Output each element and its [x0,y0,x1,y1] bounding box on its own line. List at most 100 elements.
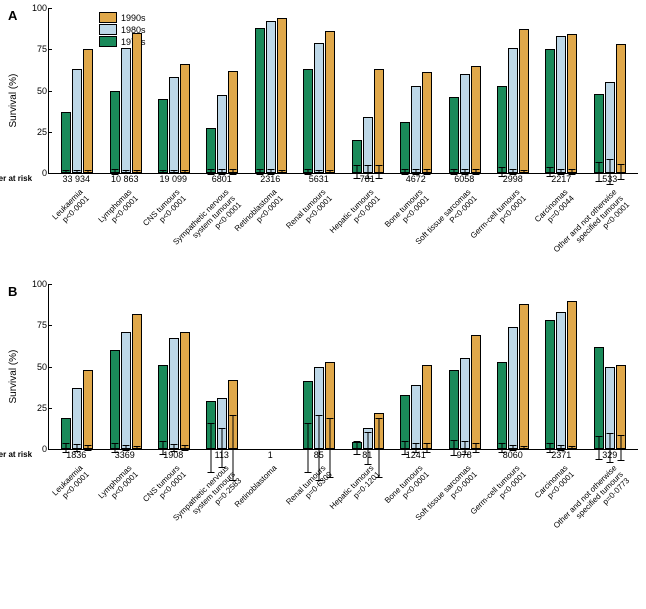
bar-group [150,8,198,173]
risk-value: 1 [246,450,295,460]
risk-value: 2316 [246,174,295,184]
bar [228,71,238,173]
risk-value: 781 [343,174,392,184]
risk-value: 4672 [392,174,441,184]
bar [121,332,131,449]
y-tick: 75 [19,320,47,330]
bar-group [247,284,295,449]
bar-group [295,8,343,173]
bar [556,312,566,449]
bar-group [247,8,295,173]
bar [83,49,93,173]
number-at-risk-label: Number at risk [0,174,32,183]
bar [228,380,238,449]
bar [206,401,216,449]
bar [314,367,324,450]
y-tick: 25 [19,403,47,413]
risk-value: 2217 [537,174,586,184]
bar [508,48,518,173]
bar-group [392,284,440,449]
y-tick: 100 [19,279,47,289]
bar-group [537,284,585,449]
risk-value: 19 099 [149,174,198,184]
bar-group [198,284,246,449]
risk-value: 329 [586,450,635,460]
risk-value: 2998 [489,174,538,184]
risk-value: 1908 [149,450,198,460]
bar [556,36,566,173]
bar [314,43,324,173]
bar [180,64,190,173]
bar-group [537,8,585,173]
bar-group [198,8,246,173]
bar-group [53,284,101,449]
bar-group [101,284,149,449]
risk-value: 6801 [198,174,247,184]
risk-value: 5631 [295,174,344,184]
panel-label: A [8,8,17,23]
bar [110,91,120,174]
bar [605,367,615,450]
bar [616,44,626,173]
bar-group [53,8,101,173]
bar [158,365,168,449]
bar [471,335,481,449]
bar [72,69,82,173]
bar [374,69,384,173]
risk-value: 2371 [537,450,586,460]
chart-area: 02550751001990s1980s1970s [48,8,638,174]
bar [132,33,142,173]
risk-value: 3369 [101,450,150,460]
bar [180,332,190,449]
bar [400,122,410,173]
risk-value: 1241 [392,450,441,460]
bar [594,94,604,173]
risk-value: 978 [440,450,489,460]
bar [422,72,432,173]
bar [61,418,71,449]
bar [303,381,313,449]
bar [422,365,432,449]
bar [169,338,179,449]
bar [217,398,227,449]
bar [206,128,216,173]
bar [325,31,335,173]
risk-value: 85 [295,450,344,460]
risk-value: 10 863 [101,174,150,184]
panel-B: BSurvival (%)0255075100Number at risk183… [8,284,638,550]
bar [374,413,384,449]
bar [567,301,577,450]
bar [61,112,71,173]
bar-group [586,284,634,449]
bar-group [344,284,392,449]
bar-group [392,8,440,173]
bar [519,304,529,449]
bar [363,428,373,449]
number-at-risk-label: Number at risk [0,450,32,459]
bar [255,28,265,173]
bar [594,347,604,449]
bar [616,365,626,449]
risk-value: 1836 [52,450,101,460]
bar [471,66,481,173]
risk-value: 8060 [489,450,538,460]
bar [411,86,421,173]
bar [605,82,615,173]
bar [83,370,93,449]
bar-group [440,8,488,173]
bar [460,74,470,173]
bar [363,117,373,173]
bar [266,21,276,173]
bar [303,69,313,173]
y-tick: 25 [19,127,47,137]
bar-group [295,284,343,449]
bar [497,86,507,173]
risk-value: 81 [343,450,392,460]
bar [460,358,470,449]
panel-A: ASurvival (%)02550751001990s1980s1970sNu… [8,8,638,274]
y-tick: 75 [19,44,47,54]
y-tick: 50 [19,362,47,372]
bar-group [344,8,392,173]
bar [352,442,362,449]
risk-value: 533 [586,174,635,184]
